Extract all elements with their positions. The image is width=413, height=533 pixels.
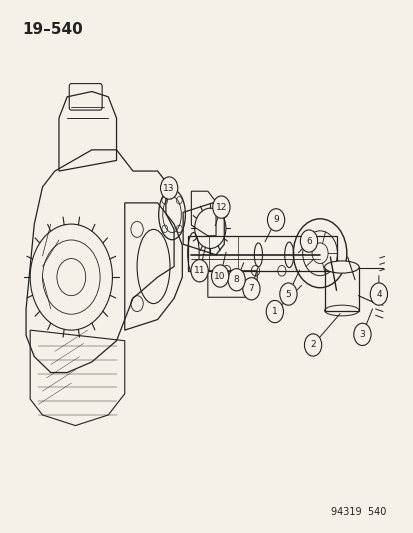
Text: 13: 13	[163, 183, 175, 192]
Circle shape	[190, 260, 208, 282]
Circle shape	[242, 278, 259, 300]
Circle shape	[266, 301, 283, 322]
Text: 8: 8	[233, 275, 239, 284]
Circle shape	[211, 265, 228, 287]
Text: 19–540: 19–540	[22, 21, 83, 37]
Circle shape	[353, 323, 370, 345]
Circle shape	[279, 283, 297, 305]
Text: 4: 4	[375, 289, 381, 298]
Text: 1: 1	[271, 307, 277, 316]
Circle shape	[267, 209, 284, 231]
Text: 7: 7	[248, 284, 254, 293]
Text: 12: 12	[215, 203, 227, 212]
Circle shape	[160, 177, 177, 199]
Text: 10: 10	[214, 271, 225, 280]
Text: 11: 11	[193, 266, 205, 275]
Circle shape	[299, 230, 317, 252]
Circle shape	[304, 334, 321, 356]
Text: 6: 6	[305, 237, 311, 246]
Text: 9: 9	[273, 215, 278, 224]
Text: 3: 3	[359, 330, 364, 339]
Circle shape	[212, 196, 230, 218]
Circle shape	[228, 269, 244, 291]
Text: 94319  540: 94319 540	[331, 507, 386, 517]
Ellipse shape	[324, 261, 358, 273]
Text: 2: 2	[309, 341, 315, 350]
Text: 5: 5	[285, 289, 291, 298]
Circle shape	[369, 283, 387, 305]
